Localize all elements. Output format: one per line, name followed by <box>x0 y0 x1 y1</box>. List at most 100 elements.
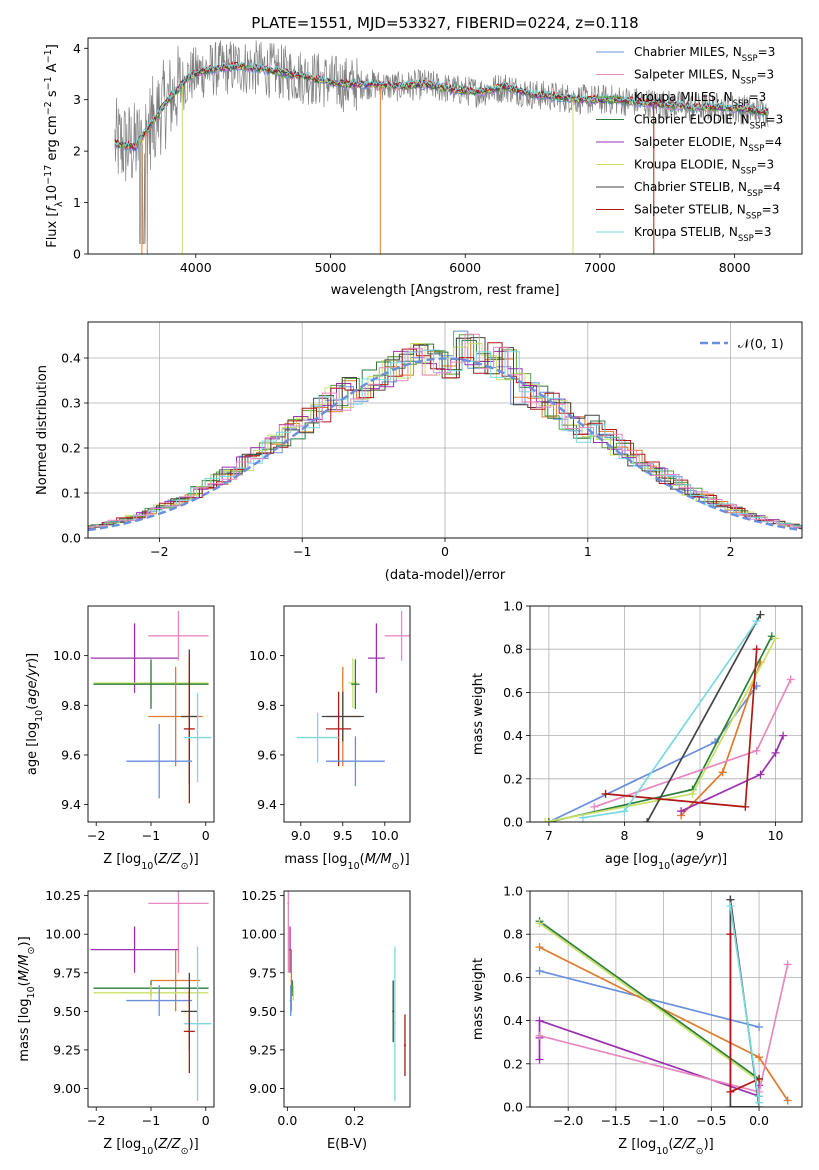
mass-vs-ebv-xtick-label: 0.2 <box>345 1113 365 1128</box>
weight-vs-Z-point-marker <box>783 1096 792 1105</box>
mass-vs-Z-ytick-label: 9.75 <box>53 965 81 980</box>
mass-vs-ebv-xtick-label: 0.0 <box>277 1113 297 1128</box>
weight-vs-Z-ytick-label: 0.6 <box>503 970 523 985</box>
weight-vs-Z-point-marker <box>535 966 544 975</box>
weight-vs-age-ytick-label: 0.8 <box>503 642 523 657</box>
weight-vs-Z-ytick-label: 0.8 <box>503 927 523 942</box>
weight-vs-age-point-marker <box>771 748 780 757</box>
weight-vs-Z-series-line <box>539 920 760 1080</box>
weight-vs-age-point-marker <box>643 818 652 822</box>
residuals-ytick-label: 0.4 <box>61 351 81 366</box>
weight-vs-Z-point-marker <box>535 943 544 952</box>
weight-vs-Z-series-line <box>539 970 760 1028</box>
weight-vs-Z-point-marker <box>535 1055 544 1064</box>
residuals-hist-chabrier_miles <box>88 330 802 528</box>
weight-vs-age-frame <box>529 605 803 823</box>
weight-vs-Z-ylabel: mass weight <box>471 958 486 1040</box>
weight-vs-age-point-marker <box>756 770 765 779</box>
weight-vs-age-point-marker <box>786 675 795 684</box>
weight-vs-age-point-marker <box>752 645 761 654</box>
residuals-xlabel: (data-model)/error <box>385 568 506 583</box>
spectrum-model-kroupa_stelib <box>114 61 769 148</box>
mass-vs-Z-ytick-label: 9.00 <box>53 1081 81 1096</box>
age-vs-mass-frame <box>283 605 411 823</box>
weight-vs-Z-frame <box>529 890 803 1108</box>
spectrum-model-salpeter_stelib <box>114 60 769 150</box>
age-vs-Z-plot-area <box>90 610 212 804</box>
spectrum-ytick-label: 3 <box>73 92 81 107</box>
spectrum-plot-area <box>114 40 769 254</box>
age-vs-Z-xtick-label: 0 <box>202 828 210 843</box>
weight-vs-age-series-line <box>544 637 777 822</box>
weight-vs-Z-xtick-label: −0.5 <box>696 1113 726 1128</box>
spectrum-legend-label: Salpeter ELODIE, NSSP=4 <box>634 135 782 154</box>
mass-vs-ebv-ytick-label: 10.00 <box>241 927 277 942</box>
weight-vs-Z-xtick-label: −2.0 <box>553 1113 583 1128</box>
weight-vs-Z-point-marker <box>755 1053 764 1062</box>
spectrum-legend-label: Salpeter STELIB, NSSP=3 <box>634 203 779 222</box>
mass-vs-Z-ytick-label: 10.25 <box>45 888 81 903</box>
weight-vs-age-point-marker <box>771 634 780 643</box>
mass-vs-ebv-ytick-label: 10.25 <box>241 888 277 903</box>
age-vs-mass-plot-area <box>296 610 410 786</box>
weight-vs-age-ytick-label: 0.4 <box>503 728 523 743</box>
weight-vs-Z-point-marker <box>755 1092 764 1101</box>
residuals-ytick-label: 0.2 <box>61 441 81 456</box>
weight-vs-age-ytick-label: 0.2 <box>503 771 523 786</box>
weight-vs-Z-ytick-label: 0.0 <box>503 1100 523 1115</box>
weight-vs-Z-point-marker <box>755 1023 764 1032</box>
mass-vs-ebv-ytick-label: 9.75 <box>249 965 277 980</box>
spectrum-ytick-label: 1 <box>73 195 81 210</box>
weight-vs-age-xlabel: age [log10(age/yr)] <box>605 852 727 872</box>
age-vs-mass-xlabel: mass [log10(M/M⊙)] <box>284 852 409 872</box>
spectrum-frame <box>87 37 803 255</box>
weight-vs-age-point-marker <box>718 768 727 777</box>
weight-vs-age-point-marker <box>590 802 599 811</box>
age-vs-Z-ytick-label: 9.8 <box>61 698 81 713</box>
spectrum-xtick-label: 8000 <box>719 260 751 275</box>
spectrum-ylabel: Flux [fλ10−17 erg cm−2 s−1 A−1] <box>43 44 65 248</box>
residuals-xtick-label: 2 <box>727 544 735 559</box>
age-vs-Z-frame <box>87 605 215 823</box>
age-vs-mass-ytick-label: 9.6 <box>257 747 277 762</box>
weight-vs-age-point-marker <box>756 610 765 619</box>
mass-vs-Z-xtick-label: −2 <box>87 1113 105 1128</box>
age-vs-Z-ytick-label: 9.6 <box>61 747 81 762</box>
age-vs-mass-ytick-label: 9.8 <box>257 698 277 713</box>
residuals-hist-kroupa_stelib <box>88 349 802 528</box>
weight-vs-age-point-marker <box>544 818 553 822</box>
mass-vs-ebv-xlabel: E(B-V) <box>327 1137 367 1152</box>
weight-vs-Z-plot-area <box>535 895 792 1107</box>
weight-vs-age-xtick-label: 8 <box>620 828 628 843</box>
weight-vs-Z-point-marker <box>726 902 735 911</box>
weight-vs-Z-xtick-label: −1.5 <box>601 1113 631 1128</box>
weight-vs-Z-point-marker <box>535 919 544 928</box>
residuals-xtick-label: 0 <box>441 544 449 559</box>
weight-vs-age-point-marker <box>752 746 761 755</box>
residuals-xtick-label: −2 <box>150 544 168 559</box>
residuals-xtick-label: 1 <box>584 544 592 559</box>
weight-vs-age-ylabel: mass weight <box>471 673 486 755</box>
weight-vs-age-point-marker <box>578 813 587 822</box>
weight-vs-Z-ytick-label: 0.2 <box>503 1056 523 1071</box>
weight-vs-Z-xlabel: Z [log10(Z/Z⊙)] <box>618 1137 713 1157</box>
weight-vs-Z-xtick-label: 0.0 <box>749 1113 769 1128</box>
spectrum-xtick-label: 7000 <box>584 260 616 275</box>
weight-vs-age-series-line <box>646 614 762 822</box>
age-vs-Z-ylabel: age [log10(age/yr)] <box>25 653 45 775</box>
spectrum-ytick-label: 0 <box>73 247 81 262</box>
weight-vs-Z-series-line <box>729 905 760 1103</box>
mass-vs-Z-frame <box>87 890 215 1108</box>
weight-vs-Z-point-marker <box>726 1103 735 1107</box>
age-vs-Z-xlabel: Z [log10(Z/Z⊙)] <box>103 852 198 872</box>
weight-vs-age-point-marker <box>620 807 629 816</box>
weight-vs-age-point-marker <box>779 731 788 740</box>
weight-vs-Z-point-marker <box>535 1016 544 1025</box>
weight-vs-Z-point-marker <box>726 1087 735 1096</box>
weight-vs-age-point-marker <box>677 807 686 816</box>
age-vs-mass-xtick-label: 9.0 <box>291 828 311 843</box>
mass-vs-ebv-ytick-label: 9.00 <box>249 1081 277 1096</box>
weight-vs-Z-point-marker <box>726 930 735 939</box>
mass-vs-ebv-ytick-label: 9.25 <box>249 1042 277 1057</box>
